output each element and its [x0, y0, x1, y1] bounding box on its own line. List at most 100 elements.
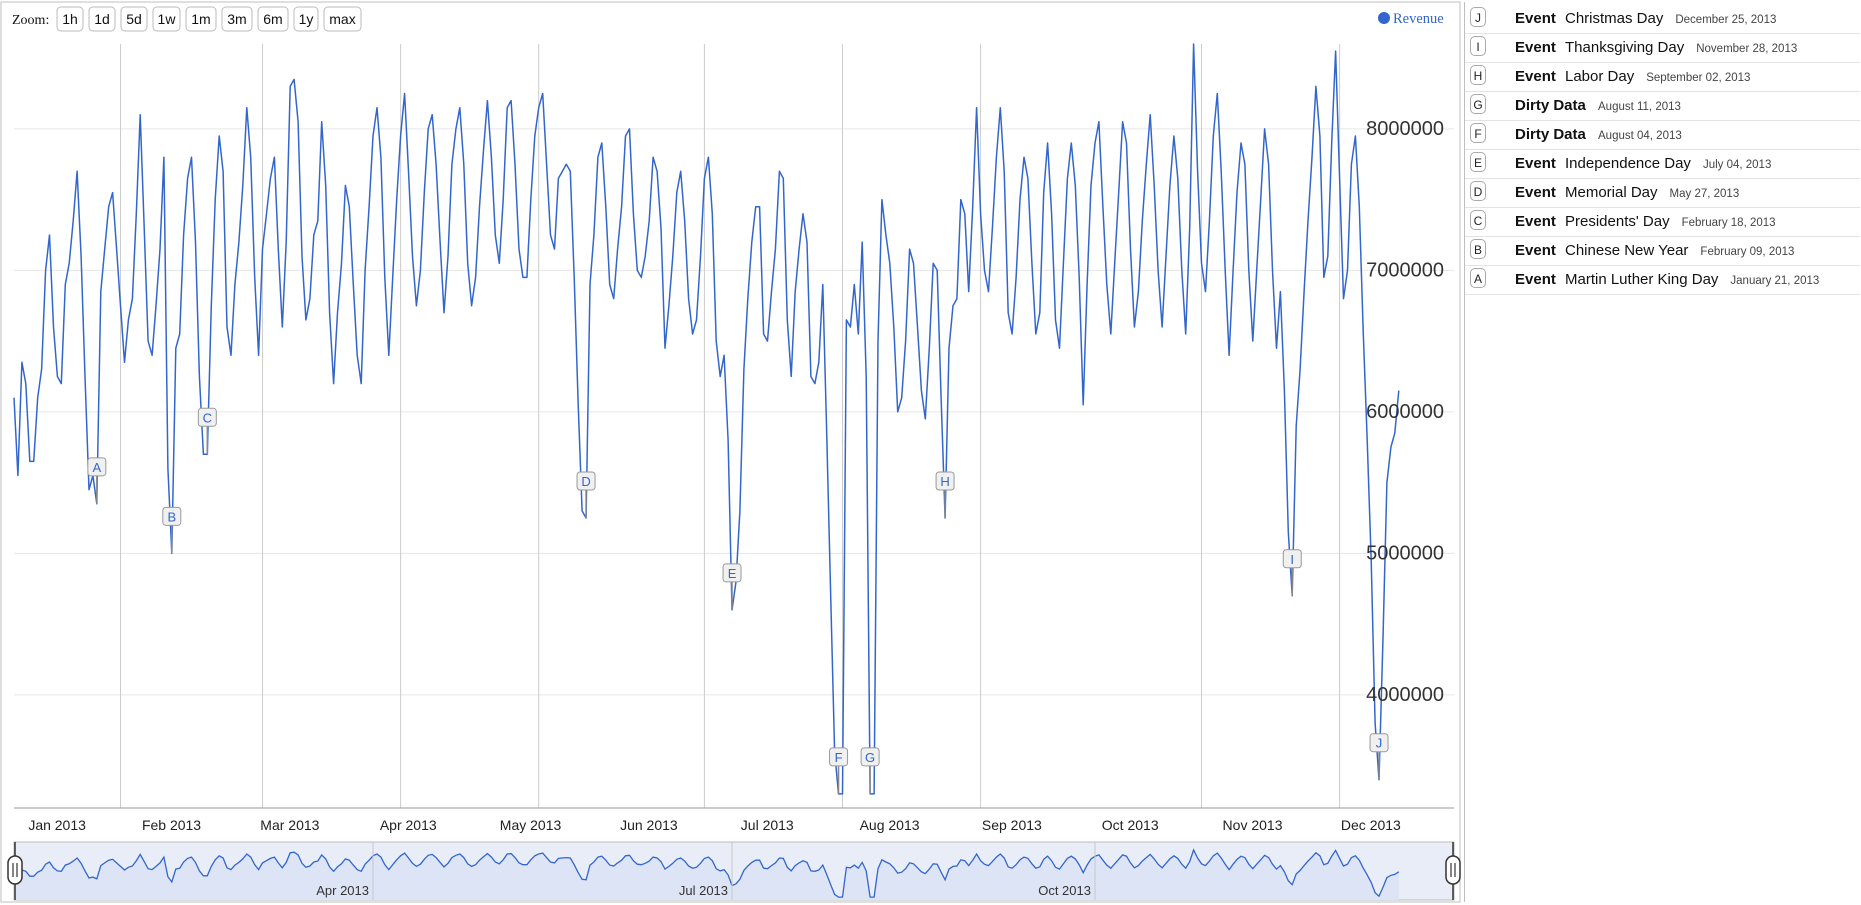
- annotation-marker-layer: A B C D E F G H I J: [87, 407, 1389, 794]
- annotation-row-j[interactable]: J Event Christmas Day December 25, 2013: [1465, 4, 1860, 34]
- annotation-marker-f[interactable]: F: [829, 747, 849, 794]
- annotation-flag: I: [1470, 36, 1486, 56]
- annotation-title: Event: [1515, 213, 1556, 230]
- annotation-title: Event: [1515, 271, 1556, 288]
- annotation-flag: A: [1470, 268, 1486, 288]
- range-handle-right[interactable]: [1445, 842, 1461, 900]
- annotation-marker-c[interactable]: C: [197, 407, 217, 455]
- annotation-marker-g[interactable]: G: [860, 747, 880, 794]
- revenue-timeline-chart[interactable]: A B C D E F G H I J 4000000 5000000 6000000 7000000 8…: [0, 0, 1461, 905]
- annotation-row-i[interactable]: I Event Thanksgiving Day November 28, 2013: [1465, 33, 1860, 63]
- annotation-marker-b[interactable]: B: [162, 506, 182, 554]
- annotation-marker-label: I: [1290, 552, 1294, 567]
- x-tick-label: May 2013: [500, 817, 562, 833]
- annotation-row-f[interactable]: F Dirty Data August 04, 2013: [1465, 120, 1860, 150]
- annotation-row-e[interactable]: E Event Independence Day July 04, 2013: [1465, 149, 1860, 179]
- annotation-flag: E: [1470, 152, 1486, 172]
- annotation-description: Martin Luther King Day: [1565, 271, 1719, 288]
- range-selector-label: Oct 2013: [1038, 883, 1091, 898]
- zoom-button-max[interactable]: max: [323, 6, 362, 32]
- annotation-title: Dirty Data: [1515, 126, 1586, 143]
- x-tick-label: Dec 2013: [1341, 817, 1401, 833]
- annotation-text: Thanksgiving Day November 28, 2013: [1565, 39, 1797, 56]
- zoom-button-6m[interactable]: 6m: [257, 6, 289, 32]
- x-tick-label: Aug 2013: [860, 817, 920, 833]
- annotation-flag: J: [1470, 7, 1486, 27]
- annotation-description: Thanksgiving Day: [1565, 39, 1685, 56]
- annotation-marker-d[interactable]: D: [576, 471, 596, 518]
- legend-series-name: Revenue: [1393, 11, 1444, 27]
- y-tick-label: 7000000: [1366, 259, 1444, 281]
- zoom-button-5d[interactable]: 5d: [120, 6, 148, 32]
- annotation-flag: F: [1470, 123, 1486, 143]
- range-selector-label: Apr 2013: [316, 883, 369, 898]
- annotation-marker-j[interactable]: J: [1369, 733, 1389, 780]
- annotation-row-c[interactable]: C Event Presidents' Day February 18, 2013: [1465, 207, 1860, 237]
- x-tick-label: Jun 2013: [620, 817, 678, 833]
- annotation-marker-a[interactable]: A: [87, 457, 107, 504]
- annotation-marker-label: B: [167, 509, 176, 524]
- range-selector[interactable]: Apr 2013 Jul 2013 Oct 2013: [7, 841, 1461, 901]
- y-tick-label: 4000000: [1366, 684, 1444, 706]
- zoom-button-1d[interactable]: 1d: [88, 6, 116, 32]
- annotation-text: Memorial Day May 27, 2013: [1565, 184, 1739, 201]
- annotation-text: Labor Day September 02, 2013: [1565, 68, 1750, 85]
- zoom-button-1m[interactable]: 1m: [185, 6, 217, 32]
- zoom-button-label: 1w: [158, 11, 177, 27]
- zoom-button-3m[interactable]: 3m: [221, 6, 253, 32]
- annotation-marker-label: H: [940, 474, 949, 489]
- range-handle-left[interactable]: [7, 842, 23, 900]
- annotation-marker-label: E: [728, 566, 737, 581]
- zoom-button-label: 1d: [94, 11, 110, 27]
- annotation-description: Independence Day: [1565, 155, 1691, 172]
- annotation-title: Event: [1515, 10, 1556, 27]
- annotation-text: August 11, 2013: [1598, 97, 1681, 114]
- annotation-text: Martin Luther King Day January 21, 2013: [1565, 271, 1819, 288]
- y-tick-label: 6000000: [1366, 401, 1444, 423]
- annotation-description: Christmas Day: [1565, 10, 1664, 27]
- annotation-row-d[interactable]: D Event Memorial Day May 27, 2013: [1465, 178, 1860, 208]
- annotation-marker-label: J: [1376, 736, 1383, 751]
- zoom-button-1w[interactable]: 1w: [152, 6, 181, 32]
- annotation-title: Dirty Data: [1515, 97, 1586, 114]
- annotation-date: January 21, 2013: [1730, 275, 1820, 287]
- axis-layer: 4000000 5000000 6000000 7000000 8000000 Jan 2…: [14, 118, 1454, 833]
- annotation-marker-h[interactable]: H: [935, 471, 955, 518]
- annotation-date: May 27, 2013: [1669, 188, 1740, 200]
- annotation-marker-e[interactable]: E: [722, 563, 742, 610]
- annotation-title: Event: [1515, 184, 1556, 201]
- annotation-date: July 04, 2013: [1702, 159, 1772, 171]
- annotation-marker-label: D: [581, 474, 590, 489]
- annotation-text: Christmas Day December 25, 2013: [1565, 10, 1776, 27]
- annotation-row-g[interactable]: G Dirty Data August 11, 2013: [1465, 91, 1860, 121]
- zoom-label: Zoom:: [12, 13, 49, 28]
- annotation-title: Event: [1515, 155, 1556, 172]
- annotation-date: December 25, 2013: [1675, 14, 1777, 26]
- zoom-button-label: 1m: [191, 11, 210, 27]
- annotation-flag: B: [1470, 239, 1486, 259]
- zoom-button-label: 5d: [126, 11, 142, 27]
- zoom-button-label: 6m: [263, 11, 282, 27]
- annotation-description: Presidents' Day: [1565, 213, 1670, 230]
- x-tick-label: Jul 2013: [741, 817, 794, 833]
- annotation-date: November 28, 2013: [1696, 43, 1798, 55]
- annotation-title: Event: [1515, 39, 1556, 56]
- annotations-panel: J Event Christmas Day December 25, 2013 I Eve…: [1464, 2, 1861, 902]
- zoom-button-label: 1y: [299, 11, 314, 27]
- legend-dot-icon: [1378, 12, 1390, 24]
- annotation-row-a[interactable]: A Event Martin Luther King Day January 21, …: [1465, 265, 1860, 295]
- annotation-date: August 11, 2013: [1598, 101, 1681, 113]
- annotation-marker-label: A: [93, 460, 102, 475]
- x-tick-label: Feb 2013: [142, 817, 201, 833]
- annotation-row-h[interactable]: H Event Labor Day September 02, 2013: [1465, 62, 1860, 92]
- revenue-series-line: [13, 43, 1400, 795]
- zoom-button-1h[interactable]: 1h: [56, 6, 84, 32]
- annotation-row-b[interactable]: B Event Chinese New Year February 09, 2013: [1465, 236, 1860, 266]
- y-tick-label: 8000000: [1366, 118, 1444, 140]
- zoom-button-label: 3m: [227, 11, 246, 27]
- zoom-button-1y[interactable]: 1y: [293, 6, 319, 32]
- annotation-marker-i[interactable]: I: [1282, 549, 1302, 596]
- x-tick-label: Apr 2013: [380, 817, 437, 833]
- annotation-title: Event: [1515, 68, 1556, 85]
